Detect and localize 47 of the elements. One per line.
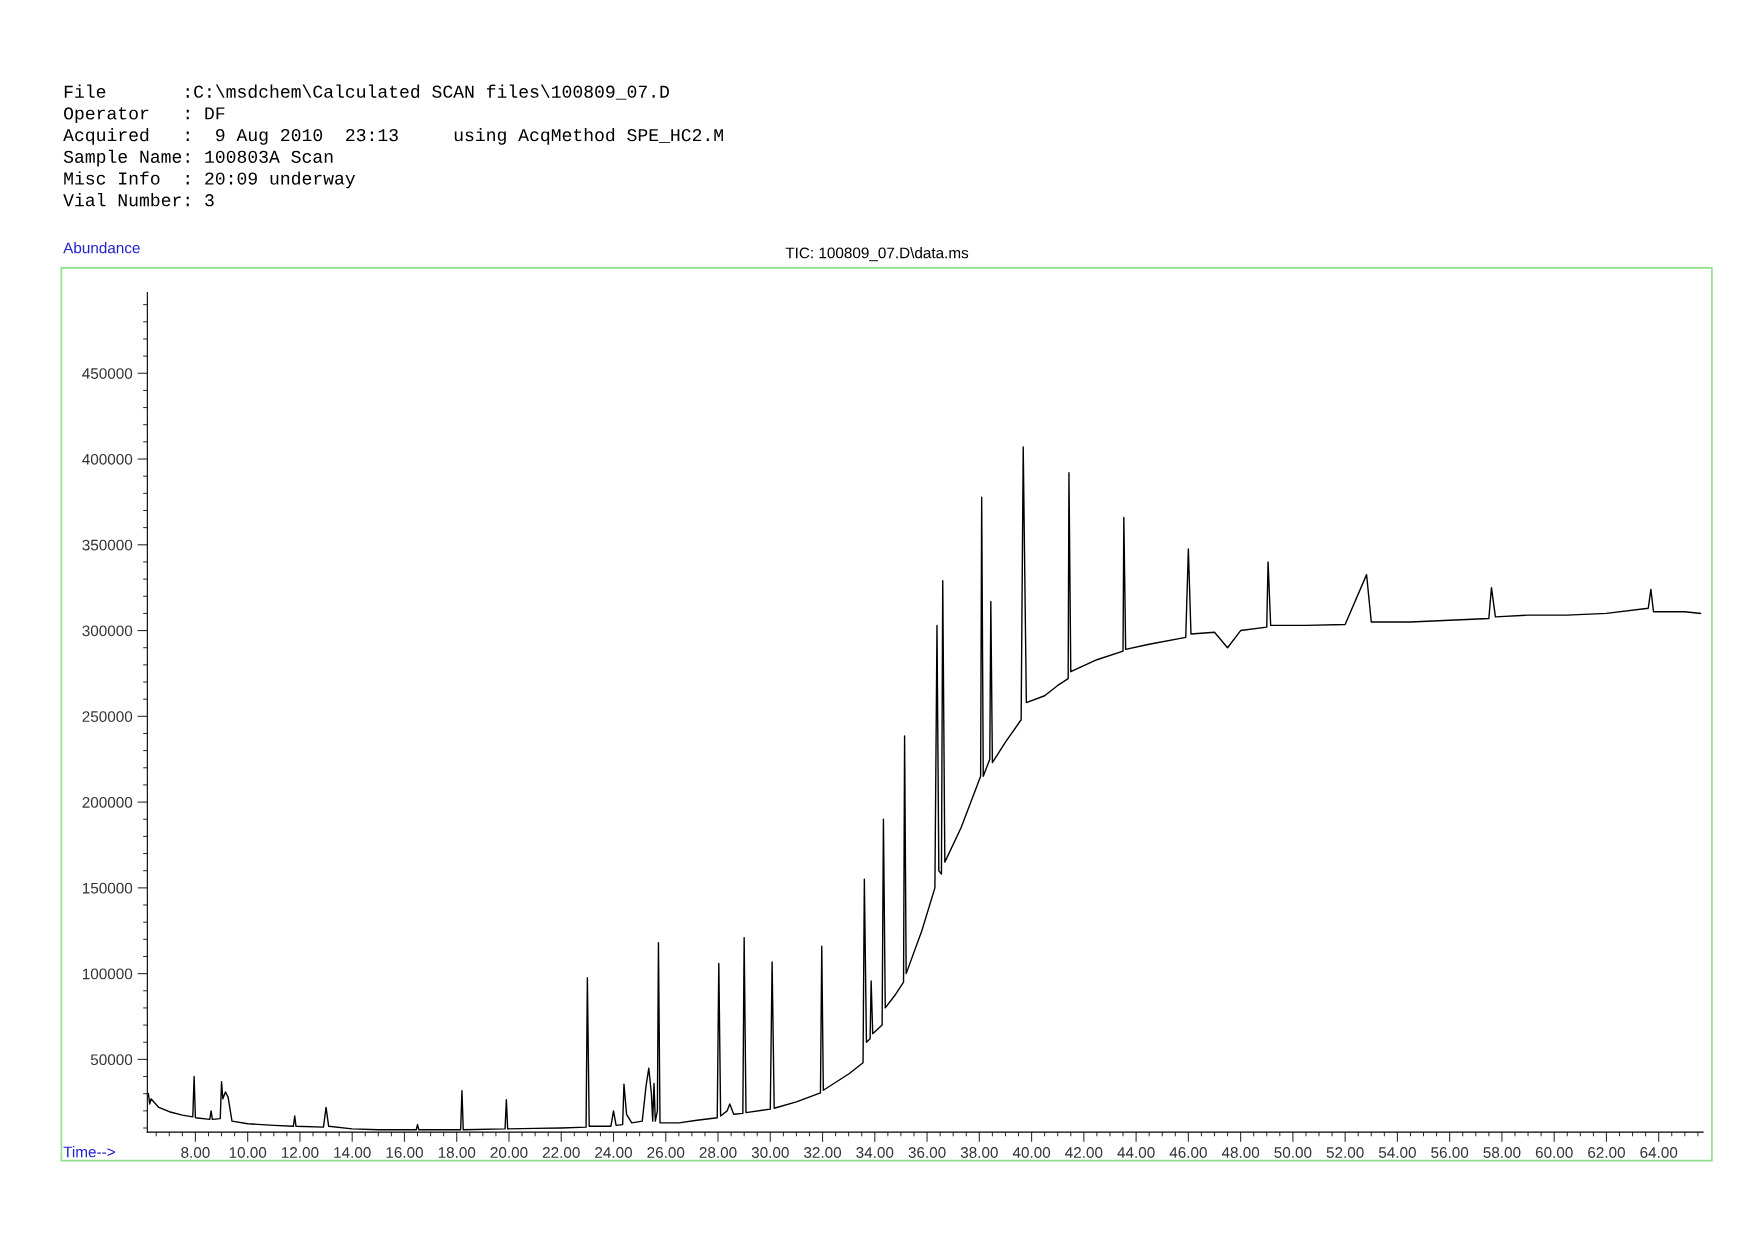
x-tick-label: 50.00 [1274, 1147, 1312, 1158]
x-tick-label: 30.00 [751, 1147, 789, 1158]
x-tick-label: 12.00 [281, 1147, 319, 1158]
x-tick-label: 46.00 [1169, 1147, 1207, 1158]
x-tick-label: 54.00 [1378, 1147, 1416, 1158]
text: Misc Info : 20:09 underway [64, 171, 356, 189]
y-tick-label: 450000 [82, 368, 133, 379]
y-tick-label: 200000 [82, 796, 133, 808]
y-tick-label: 100000 [82, 968, 133, 980]
y-tick-label: 350000 [82, 539, 133, 551]
x-tick-label: 20.00 [490, 1147, 528, 1158]
x-tick-label: 8.00 [181, 1147, 210, 1158]
x-tick-label: 26.00 [647, 1147, 685, 1158]
x-tick-label: 42.00 [1065, 1147, 1103, 1158]
x-tick-label: 62.00 [1588, 1147, 1625, 1158]
text: Vial Number: 3 [63, 193, 214, 207]
x-tick-label: 22.00 [542, 1147, 580, 1158]
x-tick-label: 36.00 [908, 1147, 946, 1158]
x-tick-label: 60.00 [1535, 1147, 1573, 1158]
x-tick-label: 40.00 [1012, 1147, 1051, 1158]
x-tick-label: 34.00 [856, 1147, 894, 1158]
text: Sample Name: 100803A Scan [63, 149, 333, 167]
x-tick-label: 18.00 [438, 1147, 476, 1158]
x-tick-label: 56.00 [1431, 1147, 1469, 1158]
text: File :C:\msdchem\Calculated SCAN files\100809_07.D [64, 84, 669, 100]
x-tick-label: 58.00 [1483, 1147, 1521, 1158]
x-tick-label: 38.00 [960, 1147, 998, 1158]
x-tick-label: 24.00 [595, 1147, 633, 1158]
x-tick-label: 48.00 [1221, 1147, 1260, 1158]
chart-title: TIC: 100809_07.D\data.ms [785, 247, 969, 262]
x-tick-label: 16.00 [386, 1147, 423, 1158]
x-tick-label: 28.00 [699, 1147, 737, 1158]
text: Operator : DF [64, 107, 225, 124]
y-tick-label: 250000 [82, 711, 133, 723]
y-tick-label: 300000 [82, 625, 133, 637]
y-tick-label: 150000 [82, 882, 133, 894]
y-tick-label: 400000 [82, 453, 133, 465]
x-tick-label: 32.00 [804, 1147, 842, 1158]
x-axis-title: Time--> [63, 1146, 115, 1158]
y-tick-label: 50000 [90, 1054, 133, 1066]
text: Acquired : 9 Aug 2010 23:13 using AcqMethod SPE_HC2.M [63, 127, 723, 145]
x-tick-label: 14.00 [334, 1147, 371, 1158]
x-tick-label: 10.00 [229, 1147, 267, 1158]
x-tick-label: 64.00 [1640, 1147, 1678, 1158]
x-tick-label: 44.00 [1117, 1147, 1155, 1158]
x-tick-label: 52.00 [1326, 1147, 1364, 1158]
y-axis-title: Abundance [63, 242, 140, 254]
